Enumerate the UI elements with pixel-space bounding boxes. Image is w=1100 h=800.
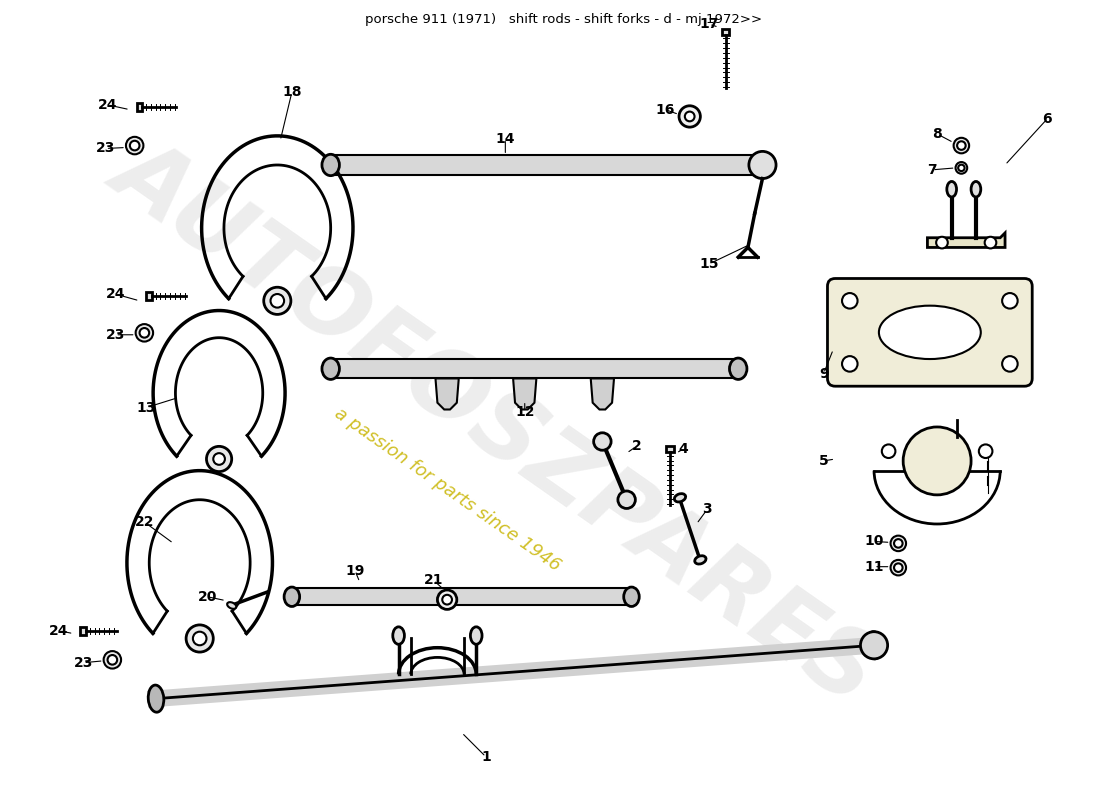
- Bar: [146, 292, 152, 300]
- Circle shape: [442, 595, 452, 605]
- Text: 1: 1: [481, 750, 491, 764]
- Text: 15: 15: [700, 257, 718, 271]
- Circle shape: [957, 142, 966, 150]
- Circle shape: [130, 141, 140, 150]
- Ellipse shape: [322, 358, 340, 379]
- Text: porsche 911 (1971)   shift rods - shift forks - d - mj 1972>>: porsche 911 (1971) shift rods - shift fo…: [365, 13, 762, 26]
- Circle shape: [958, 165, 965, 171]
- Text: 8: 8: [932, 127, 942, 141]
- FancyBboxPatch shape: [827, 278, 1032, 386]
- Ellipse shape: [947, 182, 957, 197]
- Ellipse shape: [867, 632, 882, 659]
- Circle shape: [842, 293, 858, 309]
- Ellipse shape: [879, 306, 981, 359]
- Circle shape: [894, 563, 903, 572]
- Text: 18: 18: [282, 86, 301, 99]
- Text: 10: 10: [865, 534, 883, 549]
- Text: 20: 20: [198, 590, 217, 604]
- Circle shape: [954, 138, 969, 154]
- Ellipse shape: [227, 602, 236, 609]
- Text: 24: 24: [98, 98, 118, 112]
- Polygon shape: [591, 378, 614, 410]
- Circle shape: [984, 237, 997, 249]
- Circle shape: [860, 632, 888, 659]
- Circle shape: [1002, 293, 1018, 309]
- Polygon shape: [513, 378, 537, 410]
- Ellipse shape: [674, 494, 685, 502]
- Text: 22: 22: [134, 515, 154, 529]
- Ellipse shape: [729, 358, 747, 379]
- Text: 11: 11: [865, 560, 883, 574]
- Circle shape: [125, 137, 143, 154]
- Circle shape: [264, 287, 290, 314]
- Text: 3: 3: [702, 502, 712, 517]
- Circle shape: [135, 324, 153, 342]
- Text: 12: 12: [515, 406, 535, 419]
- Circle shape: [936, 237, 948, 249]
- Circle shape: [903, 427, 971, 495]
- Circle shape: [749, 151, 777, 178]
- Circle shape: [842, 356, 858, 372]
- Text: 5: 5: [818, 454, 828, 468]
- Circle shape: [891, 560, 906, 575]
- Circle shape: [891, 536, 906, 551]
- Bar: [331, 359, 738, 378]
- Circle shape: [186, 625, 213, 652]
- Text: 23: 23: [96, 142, 115, 155]
- Circle shape: [1002, 356, 1018, 372]
- Circle shape: [979, 445, 992, 458]
- Circle shape: [207, 446, 232, 471]
- Ellipse shape: [971, 182, 981, 197]
- Text: 7: 7: [927, 163, 937, 177]
- Circle shape: [956, 162, 967, 174]
- Text: 19: 19: [345, 563, 364, 578]
- Circle shape: [882, 445, 895, 458]
- Text: 16: 16: [656, 102, 675, 117]
- Circle shape: [213, 453, 224, 465]
- Ellipse shape: [148, 685, 164, 712]
- Circle shape: [438, 590, 456, 610]
- Ellipse shape: [471, 627, 482, 644]
- Polygon shape: [927, 233, 1005, 247]
- Text: AUTOFOSZPARES: AUTOFOSZPARES: [96, 123, 895, 721]
- Text: 21: 21: [424, 574, 443, 587]
- Ellipse shape: [695, 556, 706, 564]
- Circle shape: [618, 491, 636, 509]
- Ellipse shape: [624, 587, 639, 606]
- Circle shape: [271, 294, 284, 308]
- Ellipse shape: [393, 627, 405, 644]
- Circle shape: [108, 655, 118, 665]
- Text: 23: 23: [74, 656, 92, 670]
- Bar: [80, 627, 86, 634]
- Text: 6: 6: [1042, 112, 1052, 126]
- Bar: [136, 103, 142, 110]
- Bar: [722, 29, 729, 34]
- Bar: [331, 155, 762, 174]
- Circle shape: [679, 106, 701, 127]
- Circle shape: [685, 112, 694, 122]
- Bar: [292, 588, 631, 606]
- Text: 14: 14: [496, 132, 515, 146]
- Text: 13: 13: [136, 401, 156, 414]
- Text: 2: 2: [631, 439, 641, 454]
- Circle shape: [103, 651, 121, 669]
- Circle shape: [894, 539, 903, 548]
- Polygon shape: [436, 378, 459, 410]
- Text: 4: 4: [678, 442, 688, 456]
- Text: 17: 17: [700, 18, 718, 31]
- Ellipse shape: [754, 154, 771, 176]
- Ellipse shape: [322, 154, 340, 176]
- Text: 23: 23: [106, 328, 125, 342]
- Text: 9: 9: [818, 366, 828, 381]
- Circle shape: [192, 632, 207, 646]
- Circle shape: [140, 328, 150, 338]
- Circle shape: [594, 433, 612, 450]
- Text: 24: 24: [50, 624, 68, 638]
- Bar: [667, 446, 674, 452]
- Ellipse shape: [284, 587, 299, 606]
- Text: a passion for parts since 1946: a passion for parts since 1946: [331, 405, 563, 575]
- Text: 24: 24: [106, 287, 125, 301]
